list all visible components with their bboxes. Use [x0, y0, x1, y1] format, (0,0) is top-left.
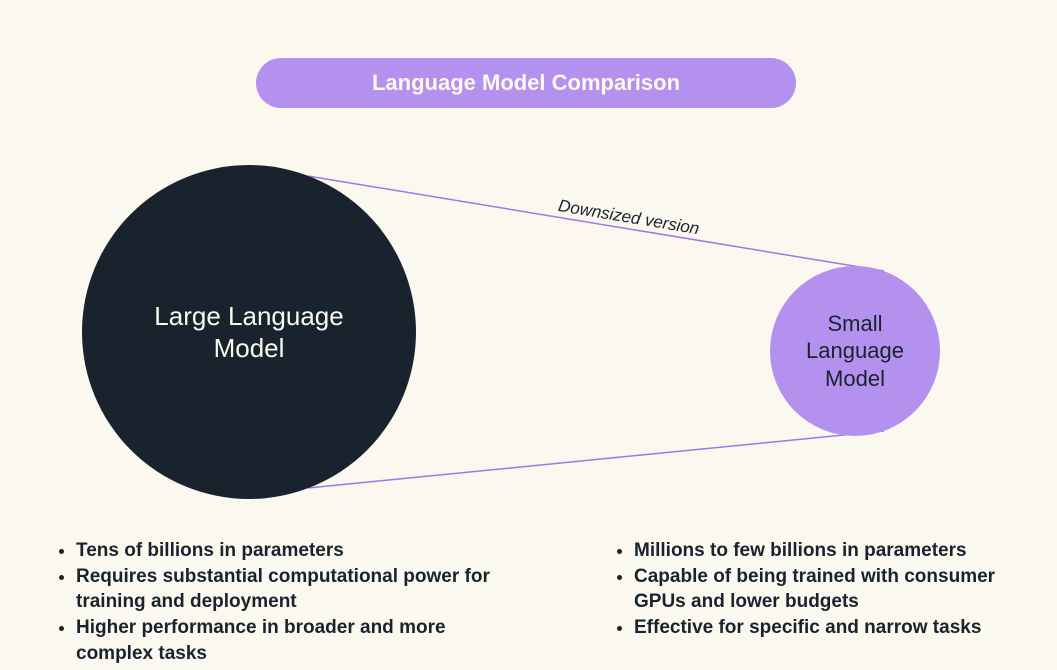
tangent-bottom	[308, 431, 884, 488]
large-bullet-item: Higher performance in broader and more c…	[76, 615, 507, 666]
small-model-bullets: Millions to few billions in parametersCa…	[610, 538, 1040, 641]
large-node-label: Large LanguageModel	[154, 300, 343, 365]
small-bullet-item: Millions to few billions in parameters	[634, 538, 1040, 564]
small-bullet-item: Effective for specific and narrow tasks	[634, 615, 1040, 641]
small-language-model-node: SmallLanguageModel	[770, 266, 940, 436]
title-text: Language Model Comparison	[372, 70, 680, 96]
small-node-label: SmallLanguageModel	[806, 310, 904, 393]
large-language-model-node: Large LanguageModel	[82, 165, 416, 499]
title-pill: Language Model Comparison	[256, 58, 796, 108]
large-bullet-item: Tens of billions in parameters	[76, 538, 507, 564]
large-model-bullets: Tens of billions in parametersRequires s…	[52, 538, 507, 666]
large-bullet-item: Requires substantial computational power…	[76, 564, 507, 615]
small-bullet-item: Capable of being trained with consumer G…	[634, 564, 1040, 615]
diagram-canvas: Language Model Comparison Large Language…	[0, 0, 1057, 670]
